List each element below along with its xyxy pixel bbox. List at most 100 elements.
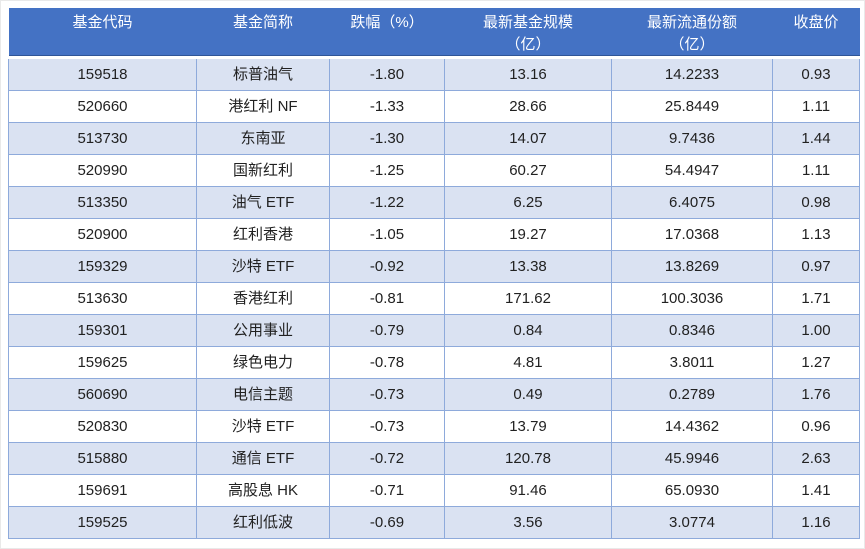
cell-close: 2.63 bbox=[772, 442, 860, 475]
cell-close: 0.98 bbox=[772, 186, 860, 219]
table-row: 159525 红利低波 -0.69 3.56 3.0774 1.16 bbox=[8, 506, 860, 539]
cell-change: -0.72 bbox=[329, 442, 445, 475]
cell-scale: 91.46 bbox=[444, 474, 612, 507]
cell-change: -1.05 bbox=[329, 218, 445, 251]
cell-change: -1.33 bbox=[329, 90, 445, 123]
cell-shares: 9.7436 bbox=[611, 122, 773, 155]
cell-scale: 171.62 bbox=[444, 282, 612, 315]
cell-code: 520660 bbox=[8, 90, 197, 123]
column-header-line: （亿） bbox=[505, 36, 551, 53]
cell-code: 159691 bbox=[8, 474, 197, 507]
table-row: 515880 通信 ETF -0.72 120.78 45.9946 2.63 bbox=[8, 442, 860, 475]
cell-scale: 13.16 bbox=[444, 57, 612, 91]
column-header-code: 基金代码 bbox=[8, 8, 197, 59]
cell-scale: 13.79 bbox=[444, 410, 612, 443]
table-row: 520830 沙特 ETF -0.73 13.79 14.4362 0.96 bbox=[8, 410, 860, 443]
cell-close: 1.27 bbox=[772, 346, 860, 379]
cell-close: 1.11 bbox=[772, 90, 860, 123]
cell-close: 1.16 bbox=[772, 506, 860, 539]
cell-scale: 28.66 bbox=[444, 90, 612, 123]
cell-scale: 14.07 bbox=[444, 122, 612, 155]
cell-scale: 0.84 bbox=[444, 314, 612, 347]
cell-code: 513350 bbox=[8, 186, 197, 219]
table-row: 513350 油气 ETF -1.22 6.25 6.4075 0.98 bbox=[8, 186, 860, 219]
cell-name: 红利香港 bbox=[196, 218, 330, 251]
cell-name: 标普油气 bbox=[196, 57, 330, 91]
table-row: 159301 公用事业 -0.79 0.84 0.8346 1.00 bbox=[8, 314, 860, 347]
cell-shares: 25.8449 bbox=[611, 90, 773, 123]
cell-name: 通信 ETF bbox=[196, 442, 330, 475]
cell-name: 高股息 HK bbox=[196, 474, 330, 507]
header-row: 基金代码 基金简称 跌幅（%） 最新基金规模 （亿） 最新流通份额 （亿） 收盘价 bbox=[8, 8, 860, 59]
table-row: 159518 标普油气 -1.80 13.16 14.2233 0.93 bbox=[8, 57, 860, 91]
cell-close: 1.11 bbox=[772, 154, 860, 187]
cell-name: 香港红利 bbox=[196, 282, 330, 315]
cell-change: -0.71 bbox=[329, 474, 445, 507]
column-header-line: 最新流通份额 bbox=[646, 14, 737, 31]
cell-shares: 13.8269 bbox=[611, 250, 773, 283]
column-header-name: 基金简称 bbox=[196, 8, 330, 59]
table-row: 520660 港红利 NF -1.33 28.66 25.8449 1.11 bbox=[8, 90, 860, 123]
cell-shares: 54.4947 bbox=[611, 154, 773, 187]
table-row: 159691 高股息 HK -0.71 91.46 65.0930 1.41 bbox=[8, 474, 860, 507]
cell-close: 1.44 bbox=[772, 122, 860, 155]
cell-change: -0.81 bbox=[329, 282, 445, 315]
cell-change: -0.73 bbox=[329, 378, 445, 411]
column-header-scale: 最新基金规模 （亿） bbox=[444, 8, 612, 59]
cell-code: 513630 bbox=[8, 282, 197, 315]
cell-change: -1.30 bbox=[329, 122, 445, 155]
cell-close: 0.97 bbox=[772, 250, 860, 283]
table-row: 560690 电信主题 -0.73 0.49 0.2789 1.76 bbox=[8, 378, 860, 411]
table-header: 基金代码 基金简称 跌幅（%） 最新基金规模 （亿） 最新流通份额 （亿） 收盘价 bbox=[8, 8, 860, 59]
cell-code: 560690 bbox=[8, 378, 197, 411]
cell-shares: 14.4362 bbox=[611, 410, 773, 443]
cell-code: 520830 bbox=[8, 410, 197, 443]
cell-code: 159329 bbox=[8, 250, 197, 283]
cell-shares: 6.4075 bbox=[611, 186, 773, 219]
column-header-line: 最新基金规模 bbox=[482, 14, 573, 31]
table-row: 520900 红利香港 -1.05 19.27 17.0368 1.13 bbox=[8, 218, 860, 251]
cell-close: 0.93 bbox=[772, 57, 860, 91]
cell-change: -1.80 bbox=[329, 57, 445, 91]
cell-name: 国新红利 bbox=[196, 154, 330, 187]
cell-close: 1.76 bbox=[772, 378, 860, 411]
cell-shares: 100.3036 bbox=[611, 282, 773, 315]
table-row: 520990 国新红利 -1.25 60.27 54.4947 1.11 bbox=[8, 154, 860, 187]
cell-shares: 45.9946 bbox=[611, 442, 773, 475]
cell-shares: 0.8346 bbox=[611, 314, 773, 347]
cell-shares: 65.0930 bbox=[611, 474, 773, 507]
cell-change: -1.25 bbox=[329, 154, 445, 187]
cell-name: 公用事业 bbox=[196, 314, 330, 347]
cell-name: 沙特 ETF bbox=[196, 410, 330, 443]
column-header-line: （亿） bbox=[669, 36, 715, 53]
fund-table: 基金代码 基金简称 跌幅（%） 最新基金规模 （亿） 最新流通份额 （亿） 收盘价 15951… bbox=[8, 8, 860, 539]
cell-code: 159518 bbox=[8, 57, 197, 91]
cell-code: 513730 bbox=[8, 122, 197, 155]
table-row: 159625 绿色电力 -0.78 4.81 3.8011 1.27 bbox=[8, 346, 860, 379]
cell-change: -0.92 bbox=[329, 250, 445, 283]
cell-close: 1.13 bbox=[772, 218, 860, 251]
cell-name: 油气 ETF bbox=[196, 186, 330, 219]
column-header-line: 基金代码 bbox=[72, 14, 133, 31]
cell-name: 沙特 ETF bbox=[196, 250, 330, 283]
column-header-line: 收盘价 bbox=[793, 14, 839, 31]
cell-close: 1.00 bbox=[772, 314, 860, 347]
cell-scale: 60.27 bbox=[444, 154, 612, 187]
cell-change: -0.73 bbox=[329, 410, 445, 443]
column-header-shares: 最新流通份额 （亿） bbox=[611, 8, 773, 59]
cell-code: 159301 bbox=[8, 314, 197, 347]
column-header-line: 基金简称 bbox=[232, 14, 293, 31]
cell-shares: 17.0368 bbox=[611, 218, 773, 251]
cell-change: -1.22 bbox=[329, 186, 445, 219]
cell-name: 电信主题 bbox=[196, 378, 330, 411]
cell-close: 1.41 bbox=[772, 474, 860, 507]
cell-scale: 19.27 bbox=[444, 218, 612, 251]
cell-name: 绿色电力 bbox=[196, 346, 330, 379]
cell-shares: 14.2233 bbox=[611, 57, 773, 91]
cell-scale: 0.49 bbox=[444, 378, 612, 411]
cell-code: 520990 bbox=[8, 154, 197, 187]
cell-change: -0.69 bbox=[329, 506, 445, 539]
column-header-close: 收盘价 bbox=[772, 8, 860, 59]
cell-change: -0.78 bbox=[329, 346, 445, 379]
